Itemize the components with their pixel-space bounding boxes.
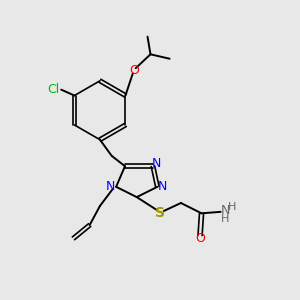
Text: O: O (195, 232, 205, 245)
Text: O: O (129, 64, 139, 77)
Text: H: H (228, 202, 237, 212)
Text: Cl: Cl (48, 83, 60, 96)
Text: N: N (152, 157, 161, 170)
Text: N: N (106, 180, 116, 193)
Text: S: S (155, 206, 165, 220)
Text: H: H (221, 214, 229, 224)
Text: N: N (158, 180, 167, 193)
Text: N: N (220, 204, 230, 217)
